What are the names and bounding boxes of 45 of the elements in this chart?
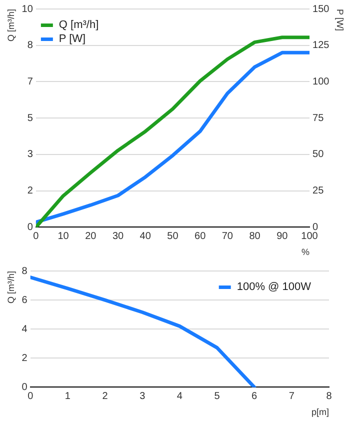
y-tick-label: 7 xyxy=(27,76,34,88)
y-axis-title: Q [m³/h] xyxy=(6,9,16,42)
y2-tick-label: 0 xyxy=(312,222,319,233)
x-tick-label: 6 xyxy=(252,390,258,402)
x-tick-label: 8 xyxy=(326,390,332,402)
legend-label: Q [m³/h] xyxy=(58,19,99,32)
x-tick-label: 80 xyxy=(249,230,261,242)
x-tick-label: 60 xyxy=(194,230,206,242)
x-tick-label: 4 xyxy=(176,390,183,402)
y2-axis-title: P [W] xyxy=(335,9,346,31)
y2-tick-label: 125 xyxy=(312,40,330,52)
y-tick-label: 8 xyxy=(22,266,28,277)
x-tick-label: 90 xyxy=(276,230,288,242)
y2-tick-label: 100 xyxy=(312,76,330,88)
x-tick-label: 1 xyxy=(64,390,71,402)
y-tick-label: 5 xyxy=(27,112,34,124)
x-tick-label: 20 xyxy=(85,230,97,242)
x-tick-label: 50 xyxy=(167,230,179,242)
y-tick-label: 3 xyxy=(27,149,34,160)
legend-label: P [W] xyxy=(58,33,86,46)
x-tick-label: 7 xyxy=(288,390,295,402)
y-tick-label: 2 xyxy=(27,186,34,197)
x-tick-label: 3 xyxy=(140,390,146,402)
y-axis-title: Q [m³/h] xyxy=(6,271,16,304)
y-tick-label: 0 xyxy=(27,222,34,233)
y-tick-label: 2 xyxy=(22,352,28,364)
y-tick-label: 4 xyxy=(22,324,28,335)
y-tick-label: 10 xyxy=(22,4,34,15)
y-tick-label: 0 xyxy=(22,382,28,393)
y2-tick-label: 75 xyxy=(312,112,324,124)
y2-tick-label: 150 xyxy=(312,4,330,15)
y2-tick-label: 50 xyxy=(312,149,324,160)
x-tick-label: 5 xyxy=(214,390,220,402)
x-tick-label: 30 xyxy=(112,230,124,242)
x-tick-label: 2 xyxy=(102,390,108,402)
y2-tick-label: 25 xyxy=(312,186,324,197)
x-tick-label: 70 xyxy=(222,230,234,242)
x-tick-label: 100 xyxy=(301,230,318,242)
x-axis-title: p[m] xyxy=(311,407,329,418)
y-tick-label: 8 xyxy=(27,40,34,52)
x-tick-label: 40 xyxy=(140,230,152,242)
y-tick-label: 6 xyxy=(22,294,28,306)
x-axis-title: % xyxy=(302,247,310,258)
x-tick-label: 10 xyxy=(58,230,70,242)
legend-label: 100% @ 100W xyxy=(236,281,312,294)
